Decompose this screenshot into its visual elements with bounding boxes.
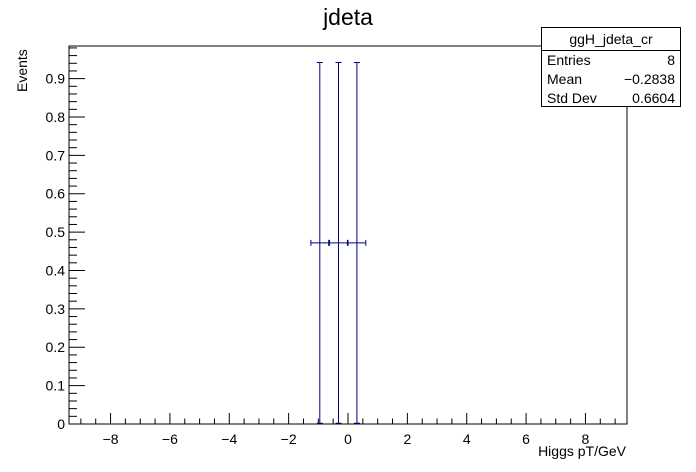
- stats-label-stddev: Std Dev: [547, 90, 597, 106]
- data-point: [347, 62, 367, 424]
- y-tick-label: 0.8: [46, 109, 66, 125]
- x-tick-label: 0: [344, 431, 352, 447]
- y-tick-label: 0.3: [46, 301, 66, 317]
- y-tick-label: 0.7: [46, 147, 66, 163]
- x-tick-label: −8: [103, 431, 119, 447]
- x-tick-label: −2: [281, 431, 297, 447]
- stats-box: ggH_jdeta_cr Entries 8 Mean −0.2838 Std …: [541, 27, 681, 107]
- chart-title: jdeta: [323, 4, 373, 30]
- stats-value-mean: −0.2838: [624, 71, 675, 87]
- data-point: [310, 62, 330, 424]
- stats-label-mean: Mean: [547, 71, 583, 87]
- x-tick-label: 4: [463, 431, 471, 447]
- stats-label-entries: Entries: [547, 52, 591, 68]
- y-tick-label: 0.9: [46, 71, 66, 87]
- x-tick-label: 6: [522, 431, 530, 447]
- stats-value-stddev: 0.6604: [632, 90, 675, 106]
- x-tick-label: −6: [162, 431, 178, 447]
- data-point: [329, 62, 348, 424]
- y-axis-label: Events: [14, 49, 30, 92]
- stats-box-name: ggH_jdeta_cr: [542, 28, 680, 51]
- stats-value-entries: 8: [667, 52, 675, 68]
- x-axis-label: Higgs pT/GeV: [538, 443, 626, 459]
- x-tick-label: 2: [403, 431, 411, 447]
- y-tick-label: 0.6: [46, 186, 66, 202]
- stats-row-entries: Entries 8: [542, 51, 680, 70]
- y-tick-label: 0.4: [46, 262, 66, 278]
- stats-row-mean: Mean −0.2838: [542, 70, 680, 89]
- y-tick-label: 0.2: [46, 339, 66, 355]
- y-tick-label: 0.1: [46, 378, 66, 394]
- stats-row-stddev: Std Dev 0.6604: [542, 89, 680, 108]
- y-tick-label: 0: [57, 416, 65, 432]
- y-tick-label: 0.5: [46, 224, 66, 240]
- x-tick-label: −4: [221, 431, 237, 447]
- x-tick-label: 8: [582, 431, 590, 447]
